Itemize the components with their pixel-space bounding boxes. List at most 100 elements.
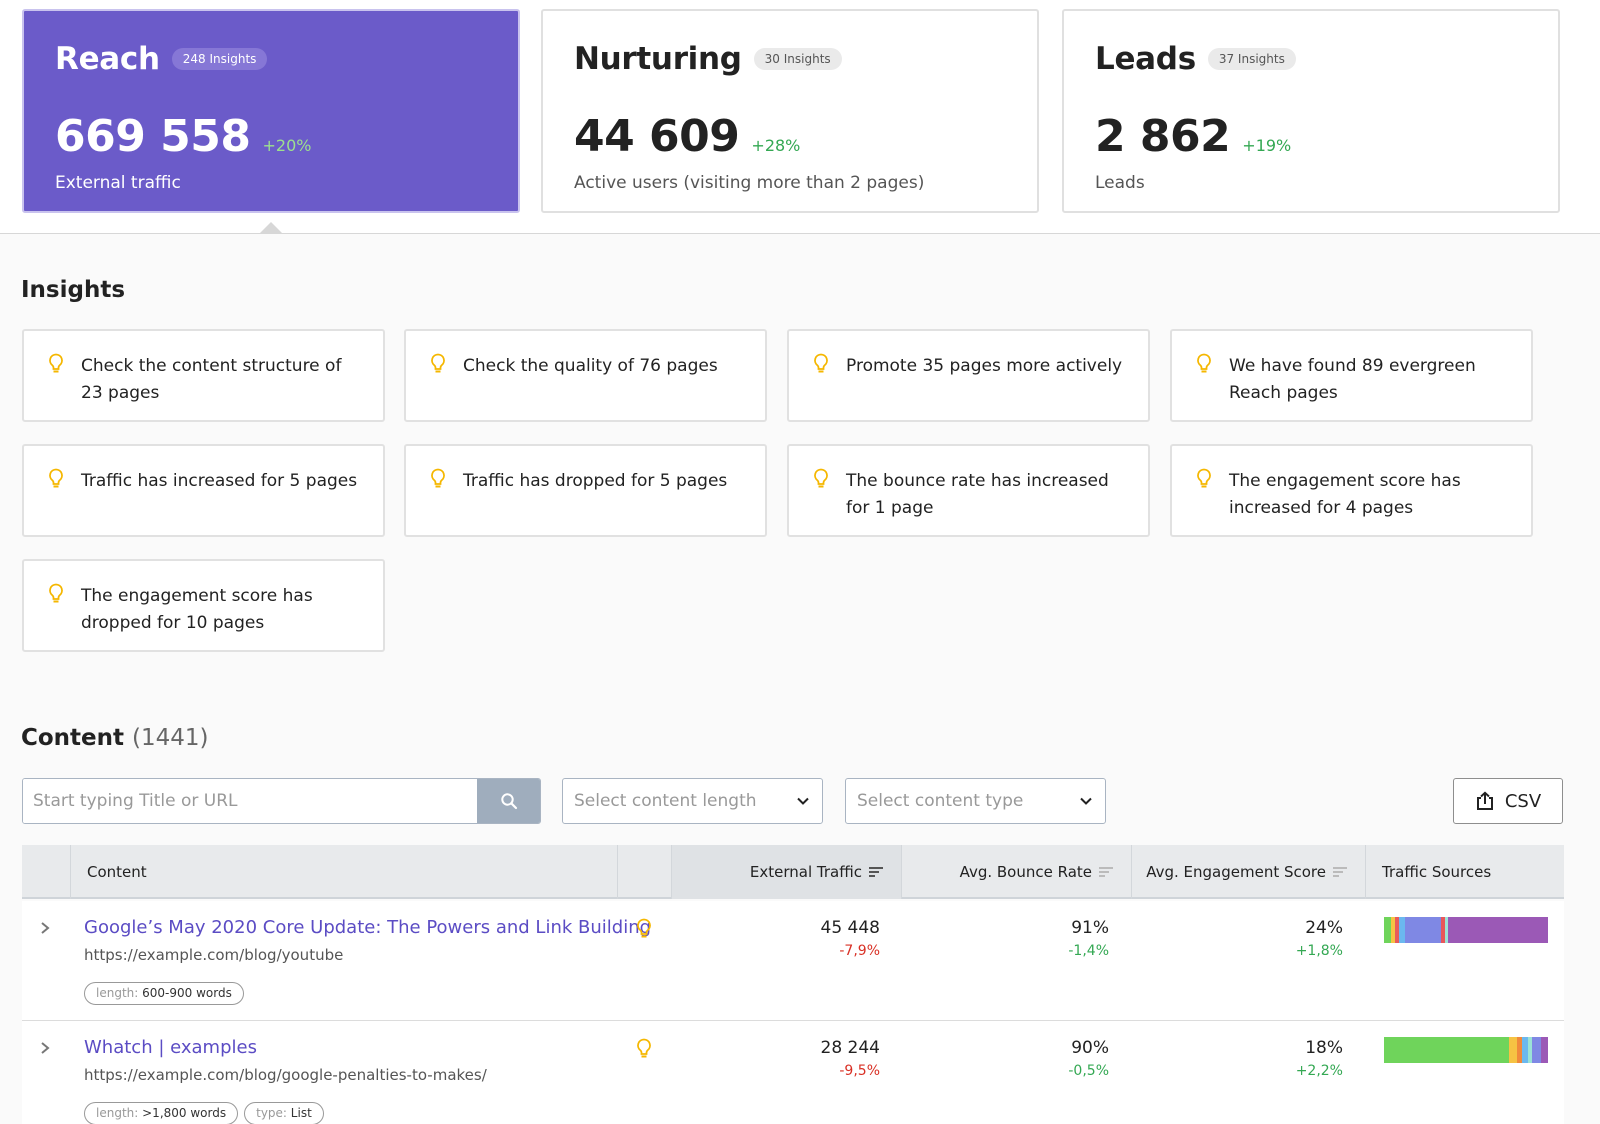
traffic-source-segment: [1521, 1037, 1529, 1063]
content-tags: length: 600-900 words: [84, 982, 250, 1005]
column-header-engagement-score[interactable]: Avg. Engagement Score: [1131, 845, 1365, 899]
column-header-external-traffic[interactable]: External Traffic: [671, 845, 901, 899]
tag-value: >1,800 words: [142, 1106, 227, 1120]
type-tag: type: List: [244, 1102, 324, 1124]
content-title: Content (1441): [21, 725, 209, 751]
kpi-card-nurturing[interactable]: Nurturing 30 Insights 44 609 +28% Active…: [541, 9, 1039, 213]
tag-key: length:: [96, 1106, 139, 1120]
lightbulb-icon: [814, 353, 828, 373]
traffic-sources-bar[interactable]: [1384, 1037, 1548, 1063]
kpi-card-leads[interactable]: Leads 37 Insights 2 862 +19% Leads: [1062, 9, 1560, 213]
content-length-placeholder: Select content length: [574, 791, 757, 811]
insights-title: Insights: [21, 277, 126, 303]
kpi-value-row: 2 862 +19%: [1095, 111, 1291, 162]
kpi-head: Reach 248 Insights: [55, 41, 268, 77]
column-header-insight: [617, 845, 671, 899]
kpi-head: Nurturing 30 Insights: [574, 41, 842, 77]
insight-card[interactable]: Promote 35 pages more actively: [787, 329, 1150, 422]
insight-card[interactable]: Traffic has dropped for 5 pages: [404, 444, 767, 537]
traffic-source-segment: [1384, 917, 1391, 943]
kpi-value: 44 609: [574, 111, 740, 162]
content-length-select[interactable]: Select content length: [562, 778, 823, 824]
table-row[interactable]: Google’s May 2020 Core Update: The Power…: [22, 901, 1564, 1021]
insight-text: Check the quality of 76 pages: [463, 356, 718, 376]
search-input[interactable]: [23, 779, 478, 823]
kpi-caption: External traffic: [55, 173, 181, 193]
column-label: Avg. Engagement Score: [1146, 863, 1326, 881]
column-label: Content: [87, 863, 147, 881]
traffic-source-segment: [1528, 1037, 1532, 1063]
kpi-delta: +20%: [262, 136, 312, 155]
kpi-value: 669 558: [55, 111, 251, 162]
kpi-delta: +28%: [751, 136, 801, 155]
insight-text: The engagement score has dropped for 10 …: [81, 586, 313, 633]
search-box: [22, 778, 541, 824]
kpi-title: Leads: [1095, 41, 1196, 77]
lightbulb-icon: [814, 468, 828, 488]
insight-card[interactable]: We have found 89 evergreen Reach pages: [1170, 329, 1533, 422]
column-header-bounce-rate[interactable]: Avg. Bounce Rate: [901, 845, 1131, 899]
kpi-delta: +19%: [1242, 136, 1292, 155]
insights-badge: 37 Insights: [1207, 48, 1296, 70]
engagement-score-delta: +2,2%: [1295, 1063, 1343, 1079]
external-traffic-value: 28 244: [820, 1038, 880, 1058]
search-button[interactable]: [477, 779, 540, 823]
insight-card[interactable]: Check the content structure of 23 pages: [22, 329, 385, 422]
table-header: Content External Traffic Avg. Bounce Rat…: [22, 845, 1564, 899]
kpi-value-row: 44 609 +28%: [574, 111, 800, 162]
engagement-score-delta: +1,8%: [1295, 943, 1343, 959]
lightbulb-icon: [1197, 468, 1211, 488]
insight-text: Check the content structure of 23 pages: [81, 356, 342, 403]
external-traffic-value: 45 448: [820, 918, 880, 938]
kpi-value-row: 669 558 +20%: [55, 111, 311, 162]
table-row[interactable]: Whatch | examples https://example.com/bl…: [22, 1021, 1564, 1124]
lightbulb-icon: [431, 468, 445, 488]
insights-badge: 248 Insights: [171, 48, 268, 70]
insight-card[interactable]: The engagement score has dropped for 10 …: [22, 559, 385, 652]
content-url: https://example.com/blog/google-penaltie…: [84, 1066, 487, 1084]
content-tags: length: >1,800 words type: List: [84, 1102, 330, 1124]
chevron-right-icon[interactable]: [40, 921, 50, 935]
kpi-card-reach[interactable]: Reach 248 Insights 669 558 +20% External…: [22, 9, 520, 233]
column-label: External Traffic: [749, 863, 862, 881]
tag-key: length:: [96, 986, 139, 1000]
insight-card[interactable]: Traffic has increased for 5 pages: [22, 444, 385, 537]
traffic-source-segment: [1444, 917, 1448, 943]
lightbulb-icon[interactable]: [636, 918, 652, 940]
sort-icon: [869, 867, 883, 877]
content-type-placeholder: Select content type: [857, 791, 1024, 811]
insight-text: We have found 89 evergreen Reach pages: [1229, 356, 1476, 403]
column-header-traffic-sources: Traffic Sources: [1365, 845, 1564, 899]
insight-card[interactable]: Check the quality of 76 pages: [404, 329, 767, 422]
traffic-source-segment: [1531, 1037, 1542, 1063]
insight-card[interactable]: The engagement score has increased for 4…: [1170, 444, 1533, 537]
lightbulb-icon: [49, 468, 63, 488]
column-label: Avg. Bounce Rate: [959, 863, 1092, 881]
content-title-text: Content: [21, 725, 125, 751]
export-csv-button[interactable]: CSV: [1453, 778, 1563, 824]
chevron-right-icon[interactable]: [40, 1041, 50, 1055]
length-tag: length: >1,800 words: [84, 1102, 239, 1124]
chevron-down-icon: [797, 797, 809, 805]
traffic-source-segment: [1405, 917, 1442, 943]
bounce-rate-delta: -0,5%: [1068, 1063, 1109, 1079]
content-type-select[interactable]: Select content type: [845, 778, 1106, 824]
engagement-score-value: 18%: [1305, 1038, 1343, 1058]
sort-icon: [1099, 867, 1113, 877]
insight-text: Traffic has increased for 5 pages: [81, 471, 358, 491]
external-traffic-delta: -9,5%: [839, 1063, 880, 1079]
traffic-sources-bar[interactable]: [1384, 917, 1548, 943]
engagement-score-value: 24%: [1305, 918, 1343, 938]
search-icon: [500, 793, 517, 810]
kpi-title: Nurturing: [574, 41, 742, 77]
traffic-source-segment: [1384, 1037, 1509, 1063]
external-traffic-delta: -7,9%: [839, 943, 880, 959]
lightbulb-icon[interactable]: [636, 1038, 652, 1060]
content-title-link[interactable]: Whatch | examples: [84, 1037, 257, 1058]
bounce-rate-delta: -1,4%: [1068, 943, 1109, 959]
kpi-title: Reach: [55, 41, 160, 77]
length-tag: length: 600-900 words: [84, 982, 244, 1005]
content-title-link[interactable]: Google’s May 2020 Core Update: The Power…: [84, 917, 652, 938]
insight-card[interactable]: The bounce rate has increased for 1 page: [787, 444, 1150, 537]
content-count: (1441): [132, 725, 209, 751]
